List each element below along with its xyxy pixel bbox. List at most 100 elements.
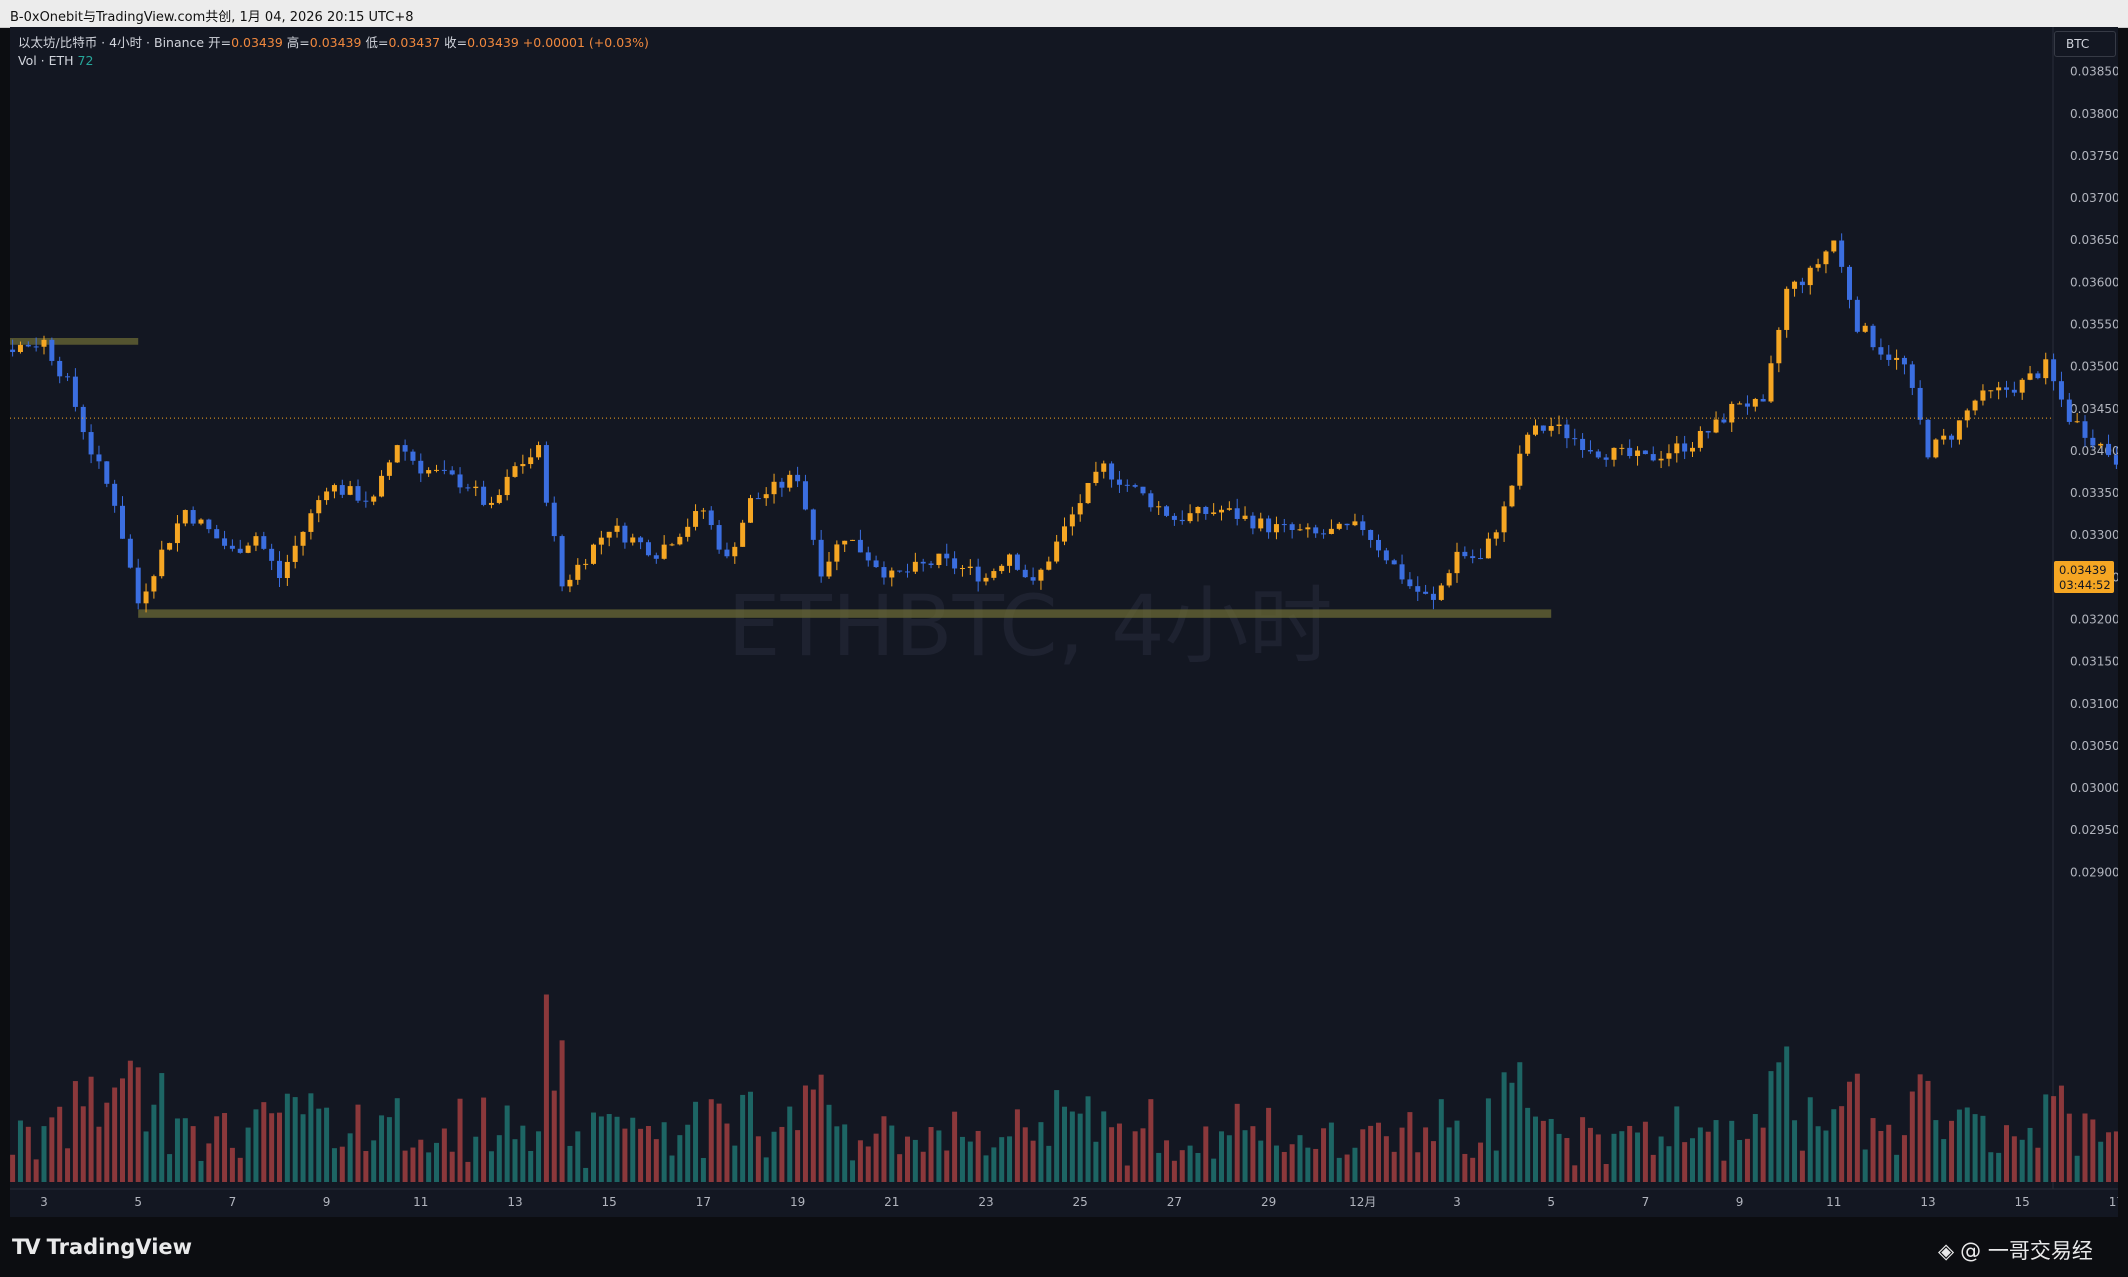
candle-body [25,344,31,347]
volume-bar [1187,1145,1193,1182]
y-tick-label: 0.03100 [2070,697,2118,711]
volume-bar [520,1125,526,1182]
binance-diamond-icon: ◈ [1938,1239,1955,1263]
volume-bar [167,1154,173,1182]
volume-bar [1093,1141,1099,1182]
volume-bar [905,1136,910,1182]
candle-body [2027,373,2033,380]
candle-body [1886,354,1892,360]
candle-body [190,510,196,524]
volume-bar [1485,1098,1491,1182]
volume-bar [339,1146,345,1182]
volume-bar [1148,1099,1154,1182]
bar-countdown: 03:44:52 [2059,578,2111,592]
candle-body [763,494,769,499]
y-tick-label: 0.03650 [2070,233,2118,247]
candle-body [1729,403,1735,423]
volume-bar [410,1147,416,1182]
candle-body [779,481,785,488]
volume-bar [1980,1115,1986,1182]
volume-bar [669,1155,675,1182]
volume-bar [928,1127,934,1182]
volume-bar [944,1150,950,1182]
volume-bar [936,1130,942,1182]
candle-body [1799,281,1805,286]
chart-frame[interactable]: 0.03850 0.03800 0.03750 0.03700 0.03650 0.036… [10,27,2118,1217]
candle-body [1140,486,1146,494]
volume-bar [1062,1106,1067,1182]
x-tick-label: 11 [1826,1195,1841,1209]
x-tick-label: 23 [978,1195,993,1209]
x-tick-label: 9 [323,1195,331,1209]
candle-body [1415,586,1421,592]
candle-body [630,537,636,543]
candle-body [1894,357,1900,360]
x-tick-label: 13 [507,1195,522,1209]
candle-body [700,510,706,512]
candle-body [418,460,424,474]
candle-body [2019,379,2025,393]
volume-bar [237,1157,243,1182]
volume-bar [379,1115,385,1182]
volume-bar [1007,1136,1013,1182]
candle-body [2074,421,2080,423]
volume-bar [1030,1140,1036,1182]
candle-body [473,486,479,489]
candle-body [1564,424,1570,439]
volume-bar [1847,1081,1852,1182]
candle-body [206,519,212,530]
candle-body [1493,532,1499,539]
candle-body [1682,443,1688,452]
candle-body [402,445,408,452]
candle-body [261,536,267,549]
candle-body [269,548,275,561]
candle-body [457,474,463,488]
legend-title: 以太坊/比特币 · 4小时 · Binance [18,35,205,50]
volume-bar [1438,1099,1444,1182]
candle-body [1077,503,1083,515]
volume-bar [1674,1106,1680,1182]
volume-bar [1273,1145,1279,1182]
volume-bar [1572,1165,1578,1182]
candle-body [645,542,651,556]
candle-body [1556,424,1562,426]
candle-body [740,522,746,547]
compare-symbol-button[interactable]: BTC [2054,31,2116,57]
candle-body [1525,434,1531,454]
volume-bar [1533,1116,1538,1182]
volume-bar [1376,1122,1381,1182]
volume-bar [1548,1118,1554,1182]
candle-body [1737,403,1743,405]
candle-body [1430,593,1436,600]
volume-bar [755,1136,761,1182]
support-resistance-zone[interactable] [10,338,139,345]
support-resistance-zone[interactable] [138,609,1552,618]
volume-bar [112,1087,118,1182]
volume-bar [1988,1152,1994,1182]
candle-body [897,570,903,572]
volume-bar [865,1146,871,1182]
tradingview-logo[interactable]: TV TradingView [12,1235,192,1259]
volume-bar [1768,1071,1774,1182]
candle-body [1069,514,1075,527]
candle-body [135,567,141,604]
volume-bar [787,1106,793,1182]
volume-bar [1478,1142,1484,1182]
volume-bar [347,1133,353,1182]
low-value: 0.03437 [388,35,441,50]
volume-bar [1501,1072,1507,1182]
volume-bar [1234,1103,1240,1182]
volume-bar [1776,1062,1782,1182]
candle-body [1368,529,1374,540]
volume-bar [2027,1127,2033,1182]
candle-body [1964,410,1970,421]
candle-body [1234,508,1240,519]
compare-symbol-label: BTC [2066,37,2090,51]
candle-body [1007,554,1013,566]
volume-bar [1430,1141,1436,1182]
volume-bar [1462,1153,1468,1182]
volume-bar [371,1140,377,1182]
chart-canvas[interactable]: 0.03850 0.03800 0.03750 0.03700 0.03650 0.036… [10,27,2118,1217]
last-price-tag: 0.03439 03:44:52 [2054,561,2114,593]
candle-body [1171,515,1177,520]
